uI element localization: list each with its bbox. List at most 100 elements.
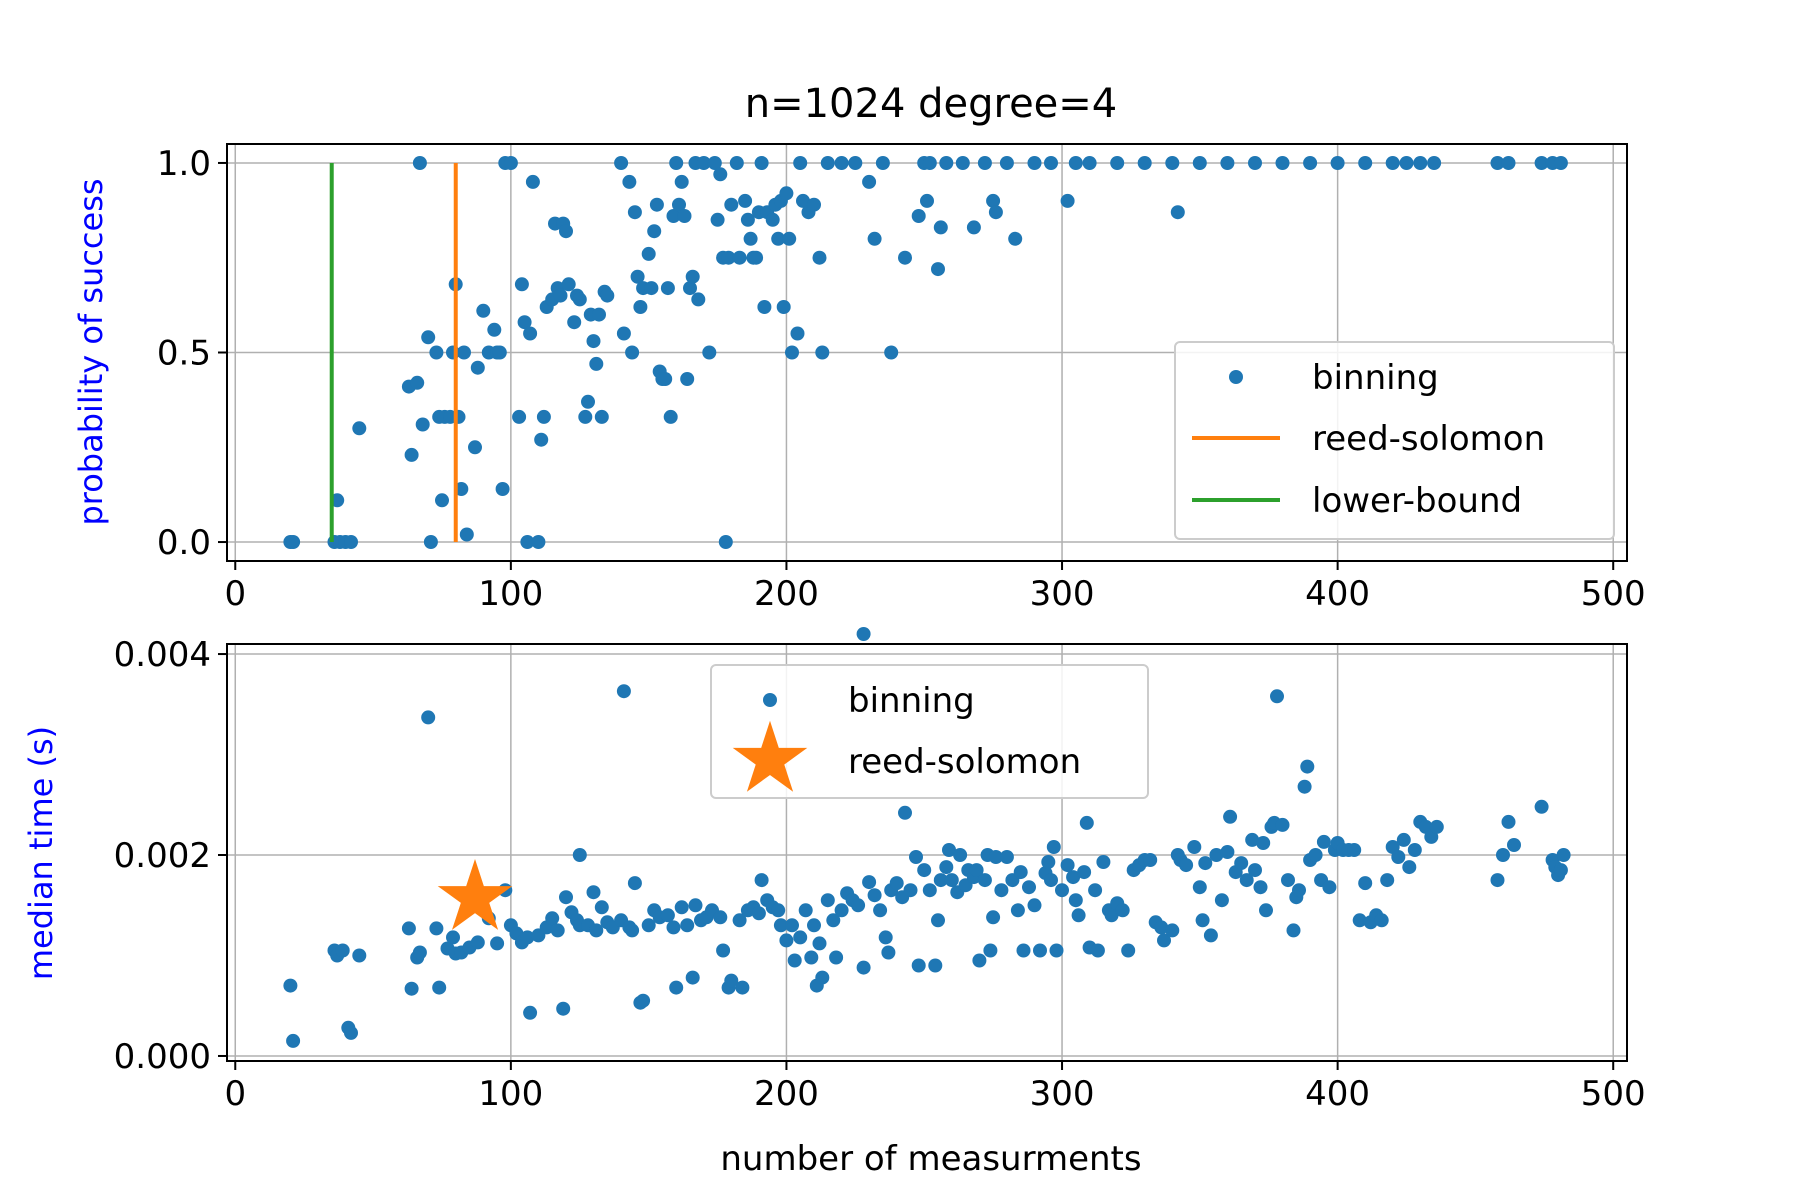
top-binning-point: [457, 345, 471, 360]
bottom-binning-point: [1259, 903, 1273, 918]
bottom-binning-point: [616, 684, 631, 699]
bottom-binning-point: [983, 943, 998, 958]
bottom-binning-point: [286, 1033, 301, 1048]
bottom-legend-box: [710, 664, 1149, 799]
top-binning-point: [1044, 156, 1058, 170]
bottom-binning-point: [335, 943, 350, 958]
bottom-binning-point: [829, 950, 844, 965]
bottom-xlabel: number of measurments: [720, 1139, 1141, 1179]
bottom-binning-point: [1187, 840, 1202, 854]
bottom-binning-point: [735, 980, 750, 995]
top-binning-point: [514, 277, 529, 292]
bottom-binning-point: [1297, 779, 1312, 794]
top-binning-point: [630, 269, 645, 284]
bottom-xtick-label: 300: [1030, 1074, 1095, 1114]
bottom-binning-point: [834, 903, 849, 918]
bottom-binning-point: [969, 863, 984, 878]
bottom-binning-point: [1066, 870, 1081, 885]
bottom-binning-point: [1041, 855, 1056, 869]
top-binning-point: [911, 209, 926, 223]
bottom-binning-point: [826, 913, 841, 928]
top-binning-point: [718, 535, 733, 549]
bottom-xtick-label: 400: [1305, 1074, 1370, 1114]
bottom-binning-point: [1060, 858, 1075, 873]
top-binning-point: [931, 262, 945, 277]
bottom-binning-point: [773, 918, 788, 933]
top-binning-point: [729, 156, 744, 170]
top-binning-point: [520, 535, 535, 549]
bottom-binning-point: [625, 923, 640, 938]
top-binning-point: [600, 288, 615, 303]
bottom-binning-point: [1391, 850, 1406, 864]
top-binning-point: [710, 212, 725, 227]
top-binning-point: [754, 156, 769, 170]
top-binning-point: [644, 281, 659, 296]
top-binning-point: [765, 212, 780, 227]
bottom-binning-point: [1179, 858, 1194, 873]
top-binning-point: [691, 292, 706, 307]
top-binning-point: [977, 156, 992, 170]
bottom-binning-point: [804, 950, 819, 965]
top-binning-point: [589, 356, 604, 371]
bottom-binning-point: [1245, 832, 1260, 847]
top-legend-box: [1174, 341, 1615, 540]
top-binning-point: [834, 156, 849, 170]
bottom-binning-point: [724, 973, 739, 988]
bottom-binning-point: [873, 903, 888, 918]
bottom-binning-point: [807, 918, 821, 933]
bottom-binning-point: [1096, 855, 1111, 869]
top-binning-point: [1330, 156, 1345, 170]
top-binning-point: [421, 330, 436, 345]
legend-binning-marker: [763, 693, 777, 707]
bottom-binning-point: [812, 936, 827, 951]
bottom-binning-point: [627, 876, 642, 891]
bottom-binning-point: [1507, 838, 1521, 852]
bottom-binning-point: [972, 953, 987, 968]
bottom-binning-point: [1022, 880, 1036, 895]
bottom-binning-point: [1407, 843, 1422, 857]
top-binning-point: [669, 156, 684, 170]
top-xtick-label: 300: [1030, 574, 1095, 614]
top-binning-point: [647, 224, 662, 239]
bottom-binning-point: [429, 921, 444, 936]
legend-binning-label: binning: [848, 681, 975, 721]
bottom-binning-point: [1347, 843, 1362, 857]
bottom-binning-point: [1049, 943, 1064, 958]
top-ylabel: probability of success: [72, 178, 110, 525]
bottom-binning-point: [856, 627, 871, 641]
bottom-binning-point: [1352, 913, 1367, 928]
top-binning-point: [740, 212, 755, 227]
bottom-binning-point: [793, 930, 808, 945]
bottom-binning-point: [1055, 883, 1069, 898]
top-binning-point: [534, 432, 549, 447]
bottom-binning-point: [1104, 908, 1119, 923]
top-binning-point: [404, 447, 419, 462]
top-binning-point: [724, 197, 739, 212]
bottom-binning-point: [939, 860, 954, 875]
top-binning-point: [627, 205, 642, 220]
legend-lower-bound-label: lower-bound: [1312, 481, 1522, 521]
top-binning-point: [955, 156, 970, 170]
bottom-binning-point: [545, 911, 560, 926]
top-binning-point: [702, 345, 717, 360]
bottom-binning-point: [1556, 848, 1571, 862]
top-binning-point: [531, 535, 546, 549]
bottom-binning-point: [446, 930, 460, 945]
bottom-binning-point: [1154, 920, 1169, 935]
bottom-binning-point: [1380, 873, 1395, 888]
bottom-binning-point: [1308, 848, 1323, 862]
bottom-binning-point: [283, 978, 298, 993]
bottom-binning-point: [1115, 903, 1130, 918]
top-binning-point: [986, 193, 1001, 208]
bottom-binning-point: [1013, 865, 1028, 880]
bottom-binning-point: [988, 850, 1003, 864]
bottom-xtick-label: 100: [478, 1074, 543, 1114]
bottom-binning-point: [586, 885, 601, 900]
bottom-binning-point: [1490, 873, 1505, 888]
bottom-binning-point: [889, 876, 904, 891]
top-binning-point: [525, 174, 540, 189]
top-binning-point: [867, 231, 882, 246]
top-binning-point: [561, 277, 576, 292]
bottom-binning-point: [1322, 880, 1337, 895]
bottom-binning-point: [867, 888, 882, 903]
